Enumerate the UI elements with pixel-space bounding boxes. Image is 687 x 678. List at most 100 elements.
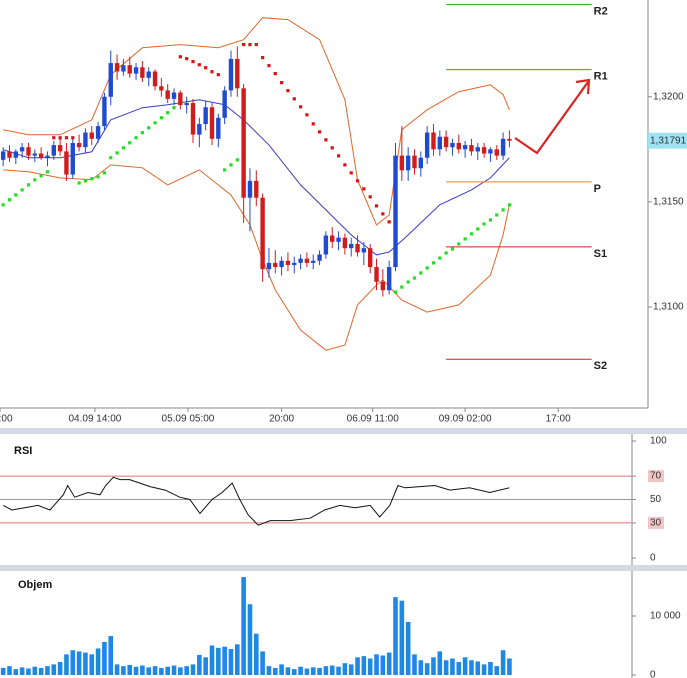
volume-bar — [159, 667, 164, 675]
volume-bar — [51, 664, 57, 675]
sar-dot — [128, 141, 132, 145]
volume-bar — [247, 604, 253, 675]
candle-body — [26, 147, 31, 156]
sar-dot — [469, 232, 474, 236]
last-price-box — [648, 132, 687, 149]
volume-bar — [140, 665, 145, 675]
sar-dot — [159, 116, 163, 120]
candle-body — [437, 136, 443, 150]
candle-body — [336, 237, 341, 242]
volume-bar — [241, 577, 246, 675]
volume-bar — [469, 660, 474, 675]
sar-dot — [317, 130, 322, 134]
volume-bar — [32, 666, 38, 675]
candle-body — [114, 63, 120, 72]
candle-body — [311, 260, 316, 263]
sar-dot — [450, 247, 455, 251]
candle-body — [70, 143, 75, 175]
candle-body — [19, 147, 25, 152]
candle-body — [361, 248, 367, 253]
candle-body — [488, 149, 493, 154]
sar-dot — [393, 290, 398, 294]
sar-dot — [431, 261, 436, 265]
candle-body — [462, 145, 468, 150]
sar-dot — [381, 212, 385, 216]
volume-bar — [38, 667, 44, 675]
volume-bar — [475, 661, 481, 675]
volume-bar — [95, 648, 101, 675]
sar-dot — [362, 187, 366, 191]
pivot-label: P — [594, 183, 601, 195]
y-tick-label: 0 — [650, 553, 656, 564]
candle-body — [184, 103, 189, 106]
volume-bar — [279, 664, 284, 675]
y-tick-label: 100 — [650, 436, 667, 447]
candle-body — [203, 107, 208, 125]
candle-body — [83, 132, 88, 148]
candle-body — [450, 143, 455, 148]
sar-dot — [83, 179, 88, 183]
candle-body — [190, 103, 196, 135]
sar-dot — [134, 136, 138, 140]
sar-dot — [298, 105, 303, 109]
volume-bar — [190, 664, 196, 675]
volume-bar — [114, 664, 120, 675]
volume-bar — [178, 667, 183, 675]
candle-body — [171, 92, 177, 99]
candle-body — [317, 254, 322, 261]
volume-bar — [355, 657, 360, 675]
candle-body — [330, 235, 335, 242]
volume-bar — [456, 662, 462, 675]
forecast-arrow — [514, 81, 589, 155]
level-label-bg — [648, 470, 664, 483]
sar-dot — [305, 113, 309, 117]
rsi-title: RSI — [14, 445, 32, 457]
sar-dot — [368, 195, 372, 199]
volume-bar — [26, 668, 31, 675]
candle-body — [165, 90, 170, 99]
volume-bar — [329, 665, 335, 675]
volume-bar — [317, 667, 322, 675]
candle-body — [127, 65, 132, 74]
volume-bar — [488, 662, 493, 675]
candle-body — [418, 157, 424, 169]
volume-bar — [222, 646, 227, 675]
candle-body — [7, 151, 12, 158]
candle-body — [412, 155, 417, 169]
volume-bar — [89, 654, 95, 675]
candle-body — [13, 151, 19, 158]
candle-body — [133, 67, 139, 74]
sar-dot — [374, 204, 379, 208]
sar-dot — [343, 163, 347, 167]
last-price-label: 1,31791 — [650, 135, 687, 146]
sar-dot — [102, 171, 107, 175]
candle-body — [481, 147, 487, 154]
sar-dot — [39, 174, 43, 178]
candle-body — [108, 63, 113, 97]
volume-bar — [462, 657, 468, 675]
sar-dot — [336, 154, 341, 158]
y-tick-label: 10 000 — [650, 611, 681, 622]
volume-bar — [424, 663, 430, 675]
sar-dot — [52, 136, 56, 140]
candle-body — [146, 71, 151, 78]
volume-bar — [386, 652, 392, 675]
sar-dot — [96, 175, 100, 179]
volume-bar — [298, 666, 303, 675]
sar-dot — [1, 203, 5, 207]
candle-body — [443, 136, 449, 148]
candle-body — [121, 65, 126, 72]
candle-body — [279, 260, 284, 268]
candle-body — [304, 258, 310, 263]
candle-body — [152, 71, 158, 87]
y-tick-label: 0 — [650, 670, 656, 678]
y-tick-label: 1,3200 — [653, 91, 684, 102]
candle-body — [57, 145, 63, 152]
candle-body — [102, 96, 107, 127]
sar-dot — [216, 73, 220, 77]
candle-body — [247, 180, 253, 198]
candle-body — [399, 155, 405, 171]
candle-body — [273, 262, 278, 268]
sar-dot — [185, 57, 189, 61]
